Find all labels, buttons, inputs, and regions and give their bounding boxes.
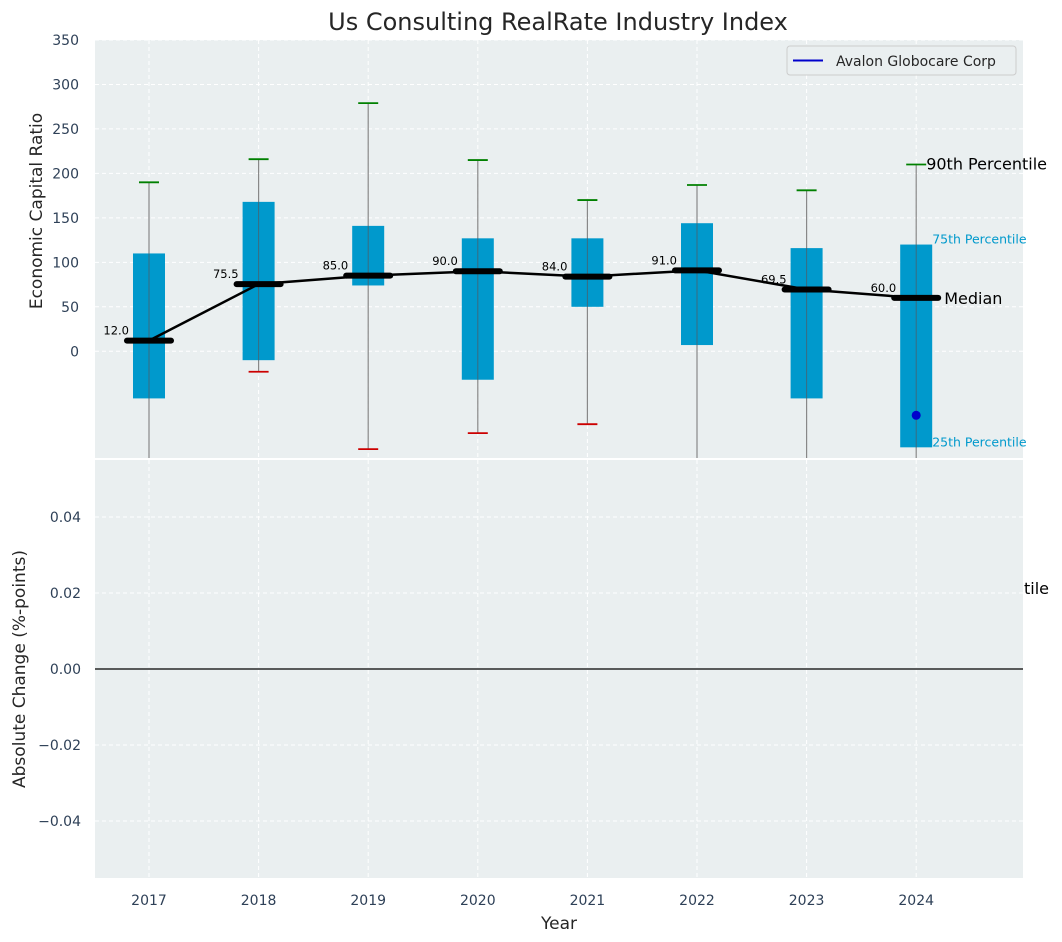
median-value-label: 85.0 [323, 259, 349, 273]
x-tick-label: 2018 [241, 893, 277, 909]
y-tick-label: 350 [52, 33, 79, 49]
y-tick-label: 0 [70, 344, 79, 360]
annotation-25th-percentile: 25th Percentile [932, 434, 1027, 449]
company-point [911, 410, 921, 420]
chart-title: Us Consulting RealRate Industry Index [328, 8, 788, 36]
legend: Avalon Globocare Corp [786, 45, 1017, 76]
x-tick-label: 2022 [679, 893, 715, 909]
legend-box [786, 45, 1017, 76]
y-tick-label: 0.00 [50, 662, 81, 678]
x-tick-label: 2024 [898, 893, 934, 909]
annotation-clipped: tile [1024, 579, 1049, 598]
annotation-75th-percentile: 75th Percentile [932, 232, 1027, 247]
y-tick-label: 100 [52, 255, 79, 271]
median-value-label: 90.0 [432, 254, 458, 268]
median-value-label: 84.0 [542, 260, 568, 274]
y-tick-label: 50 [61, 300, 79, 316]
y-tick-label: 0.02 [50, 586, 81, 602]
y-axis-label: Economic Capital Ratio [27, 113, 47, 309]
median-value-label: 91.0 [651, 253, 677, 267]
x-axis-label: Year [540, 914, 577, 934]
median-value-label: 69.5 [761, 272, 787, 286]
top-panel: 0 50 100 150 200 250 300 350 Economic Capital Ra… [27, 33, 1047, 458]
y-tick-label: 0.04 [50, 510, 81, 526]
y-tick-label: −0.02 [38, 738, 81, 754]
x-tick-label: 2019 [350, 893, 386, 909]
top-panel-background [95, 40, 1023, 458]
x-tick-label: 2020 [460, 893, 496, 909]
x-tick-label: 2017 [131, 893, 167, 909]
annotation-90th-percentile: 90th Percentile [926, 155, 1047, 174]
y-axis-label-bottom: Absolute Change (%-points) [10, 550, 30, 788]
annotation-median: Median [944, 289, 1002, 308]
y-tick-label: 250 [52, 122, 79, 138]
median-value-label: 60.0 [871, 281, 897, 295]
bottom-panel: −0.04 −0.02 0.00 0.02 0.04 2017 2018 2019 2020 20… [10, 460, 1049, 934]
legend-label: Avalon Globocare Corp [836, 54, 996, 70]
y-tick-label: 200 [52, 166, 79, 182]
y-tick-label: 300 [52, 77, 79, 93]
x-tick-label: 2021 [570, 893, 606, 909]
y-tick-label: −0.04 [38, 814, 81, 830]
y-tick-label: 150 [52, 211, 79, 227]
x-tick-label: 2023 [789, 893, 825, 909]
median-value-label: 75.5 [213, 267, 239, 281]
median-value-label: 12.0 [103, 324, 129, 338]
